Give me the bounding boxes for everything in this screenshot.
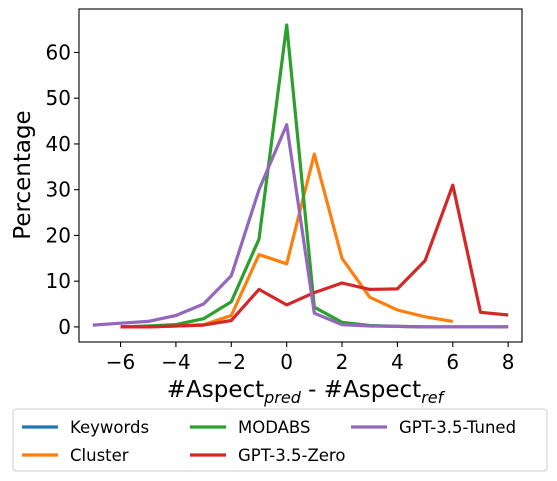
x-axis-label-mid: - #Aspect	[301, 377, 421, 403]
series-lines	[92, 23, 509, 329]
y-axis-label: Percentage	[10, 110, 36, 239]
series-line-cluster	[120, 152, 454, 329]
x-tick-label: 2	[336, 350, 349, 374]
x-tick-label: −2	[217, 350, 246, 374]
x-axis-label-sub-pred: pred	[263, 388, 302, 407]
y-tick-label: 20	[46, 223, 71, 247]
x-tick-label: 6	[446, 350, 459, 374]
series-line-gpt-3-5-zero	[120, 183, 509, 329]
x-tick-label: −6	[106, 350, 135, 374]
x-axis-label-base: #Aspect	[167, 377, 264, 403]
x-axis-ticks: −6 −4 −2 0 2 4 6 8	[106, 342, 515, 374]
y-tick-label: 50	[46, 86, 71, 110]
y-tick-label: 0	[58, 315, 71, 339]
legend-label: Keywords	[70, 418, 149, 437]
y-tick-label: 40	[46, 132, 71, 156]
legend-label: GPT-3.5-Tuned	[399, 418, 516, 437]
legend-label: GPT-3.5-Zero	[238, 446, 345, 465]
x-tick-label: 8	[502, 350, 515, 374]
legend-label: Cluster	[70, 446, 129, 465]
series-line-gpt-3-5-tuned	[92, 123, 509, 329]
y-tick-label: 60	[46, 40, 71, 64]
legend: Keywords Cluster MODABS GPT-3.5-Zero GPT-3.5…	[12, 408, 548, 472]
y-axis-ticks: 0 10 20 30 40 50 60	[46, 40, 79, 339]
legend-frame	[12, 408, 548, 472]
x-tick-label: −4	[161, 350, 190, 374]
x-tick-label: 0	[280, 350, 293, 374]
x-axis-label: #Aspectpred - #Aspectref	[167, 377, 446, 407]
series-line-modabs	[120, 23, 509, 329]
x-axis-label-sub-ref: ref	[421, 388, 445, 407]
legend-label: MODABS	[238, 418, 310, 437]
y-tick-label: 10	[46, 269, 71, 293]
y-tick-label: 30	[46, 178, 71, 202]
plot-frame	[78, 8, 523, 343]
x-tick-label: 4	[391, 350, 404, 374]
